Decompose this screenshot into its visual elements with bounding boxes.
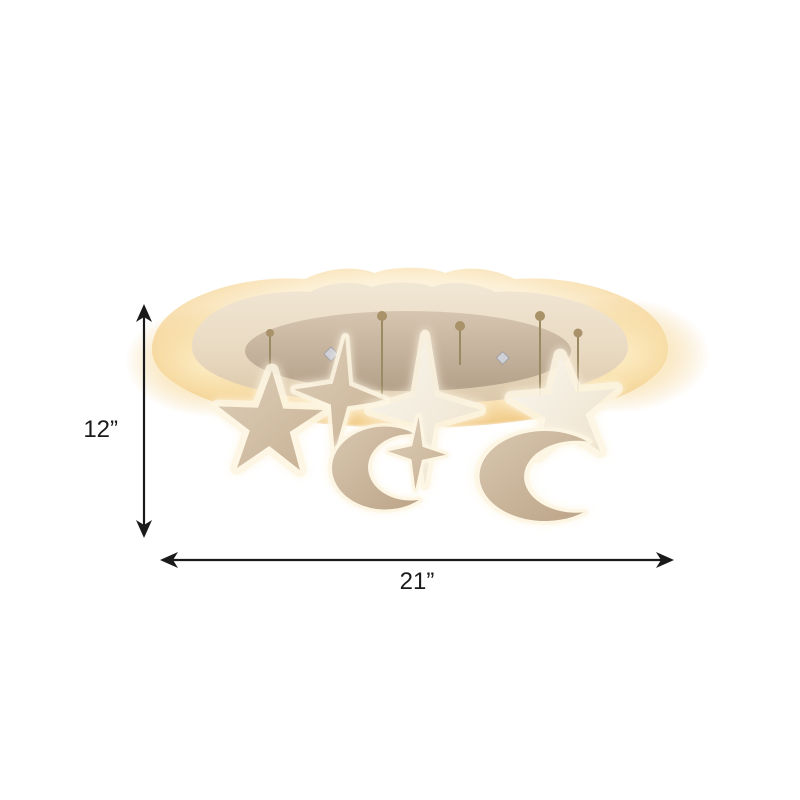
- svg-text:12”: 12”: [83, 416, 118, 443]
- svg-text:21”: 21”: [400, 568, 435, 595]
